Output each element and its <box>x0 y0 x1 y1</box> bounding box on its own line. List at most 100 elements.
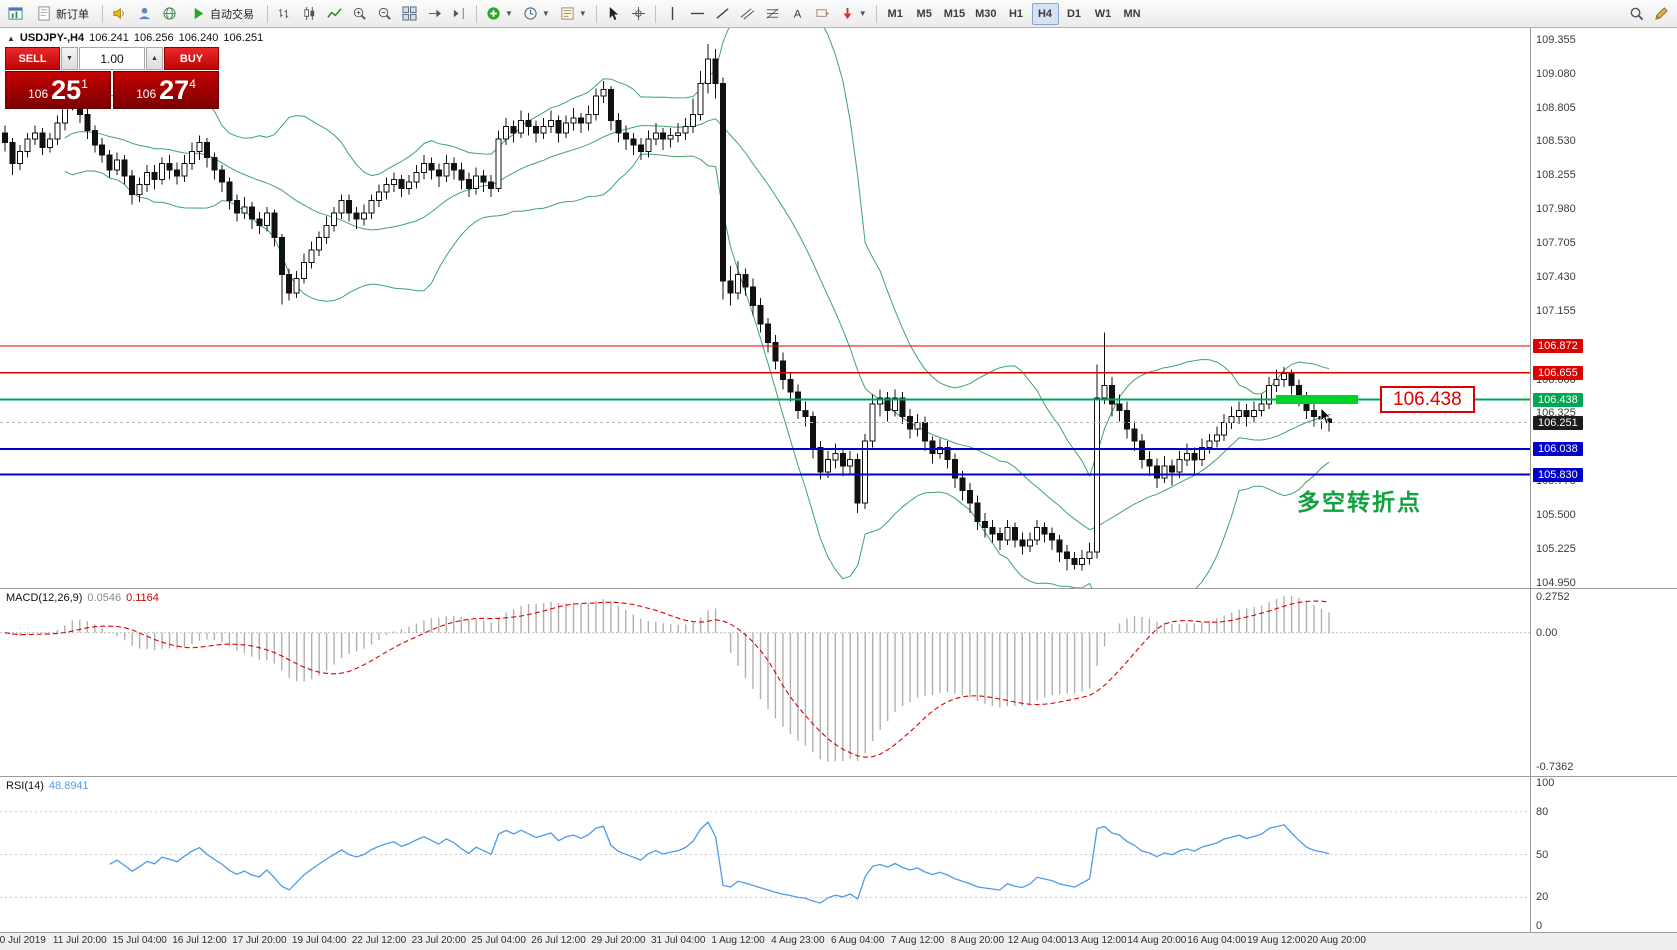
search-button[interactable] <box>1625 3 1648 25</box>
time-label: 12 Aug 04:00 <box>1007 935 1067 946</box>
timeframe-m15-button[interactable]: M15 <box>943 7 966 20</box>
fibonacci-tool-button[interactable] <box>761 3 784 25</box>
text-tool-button[interactable]: A <box>786 3 809 25</box>
template-icon <box>561 7 574 20</box>
timeframe-m30-button[interactable]: M30 <box>975 7 997 20</box>
time-label: 20 Aug 20:00 <box>1306 935 1366 946</box>
timeframe-d1-button[interactable]: D1 <box>1066 7 1082 20</box>
tick-direction-icon: ▲ <box>7 33 15 43</box>
indicators-button[interactable]: ▼ <box>482 3 517 25</box>
community-button[interactable] <box>158 3 181 25</box>
cursor-icon <box>609 6 618 21</box>
ask-quote-button[interactable]: 106 27 4 <box>113 71 219 109</box>
label-tool-button[interactable] <box>811 3 834 25</box>
macd-canvas[interactable] <box>0 589 1530 776</box>
channel-tool-button[interactable] <box>736 3 759 25</box>
price-tick: 108.530 <box>1536 135 1576 148</box>
time-label: 29 Jul 20:00 <box>591 935 646 946</box>
tile-windows-icon <box>402 6 417 21</box>
bid-quote-button[interactable]: 106 25 1 <box>5 71 111 109</box>
time-label: 11 Jul 20:00 <box>52 935 107 946</box>
macd-axis[interactable]: 0.2752 0.00 -0.7362 <box>1531 589 1677 776</box>
chart-shift-button[interactable] <box>448 3 471 25</box>
indicators-icon <box>487 7 500 20</box>
rsi-pane[interactable] <box>0 777 1530 932</box>
trendline-tool-button[interactable] <box>711 3 734 25</box>
candlestick-chart-button[interactable] <box>298 3 321 25</box>
time-label: 25 Jul 04:00 <box>471 935 526 946</box>
timeframe-h1-button[interactable]: H1 <box>1008 7 1024 20</box>
time-label: 1 Aug 12:00 <box>711 935 765 946</box>
toolbar-separator <box>875 4 877 23</box>
volume-decrement-button[interactable]: ▼ <box>61 47 78 70</box>
line-chart-button[interactable] <box>323 3 346 25</box>
price-chart-pane[interactable] <box>0 28 1530 588</box>
zoom-out-button[interactable] <box>373 3 396 25</box>
auto-scroll-button[interactable] <box>423 3 446 25</box>
pencil-icon <box>1655 7 1668 20</box>
time-label: 13 Aug 12:00 <box>1067 935 1127 946</box>
rsi-canvas[interactable] <box>0 777 1530 932</box>
ohlc-low: 106.240 <box>178 32 219 44</box>
periods-button[interactable]: ▼ <box>519 3 554 25</box>
label-icon <box>816 9 829 17</box>
annotation-note[interactable]: 多空转折点 <box>1297 489 1422 515</box>
sell-button[interactable]: SELL <box>5 47 60 70</box>
buy-button[interactable]: BUY <box>164 47 219 70</box>
toolbar-separator <box>102 4 103 23</box>
time-label: 26 Jul 12:00 <box>531 935 586 946</box>
horizontal-line-tool-button[interactable] <box>686 3 709 25</box>
time-label: 31 Jul 04:00 <box>650 935 706 946</box>
price-axis[interactable]: 109.355 109.080 108.805 108.530 108.255 107.9… <box>1531 28 1677 588</box>
zoom-in-button[interactable] <box>348 3 371 25</box>
price-badge-106.872: 106.872 <box>1533 338 1583 353</box>
bar-chart-icon <box>278 8 289 19</box>
autotrading-label: 自动交易 <box>210 8 254 21</box>
macd-pane[interactable] <box>0 589 1530 776</box>
price-badge-106.655: 106.655 <box>1533 365 1583 380</box>
cursor-tool-button[interactable] <box>602 3 625 25</box>
price-tick: 109.080 <box>1536 67 1576 80</box>
ask-big-digits: 27 <box>159 74 190 105</box>
price-tick: 107.430 <box>1536 271 1576 284</box>
price-chart-canvas[interactable] <box>0 28 1530 588</box>
vertical-line-tool-button[interactable] <box>661 3 684 25</box>
volume-input[interactable] <box>79 47 145 70</box>
ask-prefix: 106 <box>136 87 157 101</box>
rsi-axis[interactable]: 100 80 50 20 0 <box>1531 777 1677 932</box>
axis-separator <box>1530 28 1531 933</box>
timeframe-h4-button[interactable]: H4 <box>1031 2 1059 25</box>
timeframe-mn-button[interactable]: MN <box>1123 7 1141 20</box>
bar-chart-button[interactable] <box>273 3 296 25</box>
new-order-label: 新订单 <box>56 8 89 21</box>
timeframe-m5-button[interactable]: M5 <box>916 7 932 20</box>
new-order-button[interactable]: 新订单 <box>29 3 97 25</box>
toolbar-separator <box>476 4 477 23</box>
crosshair-tool-button[interactable] <box>627 3 650 25</box>
edit-button[interactable] <box>1650 3 1673 25</box>
level-price-label[interactable]: 106.438 <box>1380 385 1475 413</box>
contacts-button[interactable] <box>133 3 156 25</box>
macd-signal-line <box>4 600 1330 758</box>
alerts-button[interactable] <box>108 3 131 25</box>
arrows-tool-button[interactable]: ▼ <box>836 3 871 25</box>
autotrading-button[interactable]: 自动交易 <box>183 3 262 25</box>
rsi-levels <box>0 811 1530 898</box>
templates-dropdown-icon: ▼ <box>578 9 587 18</box>
crosshair-icon <box>631 6 645 21</box>
timeframe-m1-button[interactable]: M1 <box>887 7 903 20</box>
pane-separator[interactable] <box>0 588 1677 589</box>
trendline-icon <box>716 8 729 19</box>
tile-windows-button[interactable] <box>398 3 421 25</box>
templates-button[interactable]: ▼ <box>556 3 591 25</box>
ohlc-high: 106.256 <box>133 32 174 44</box>
new-chart-button[interactable] <box>4 3 27 25</box>
volume-increment-button[interactable]: ▲ <box>146 47 163 70</box>
time-label: 17 Jul 20:00 <box>232 935 287 946</box>
timeframe-w1-button[interactable]: W1 <box>1094 7 1112 20</box>
time-axis[interactable]: 10 Jul 2019 11 Jul 20:00 15 Jul 04:00 16 Ju… <box>0 933 1677 950</box>
pane-separator[interactable] <box>0 776 1677 777</box>
time-label: 10 Jul 2019 <box>0 935 46 946</box>
level-highlight-rectangle[interactable] <box>1276 394 1358 404</box>
macd-axis-tick: 0.00 <box>1536 626 1558 639</box>
